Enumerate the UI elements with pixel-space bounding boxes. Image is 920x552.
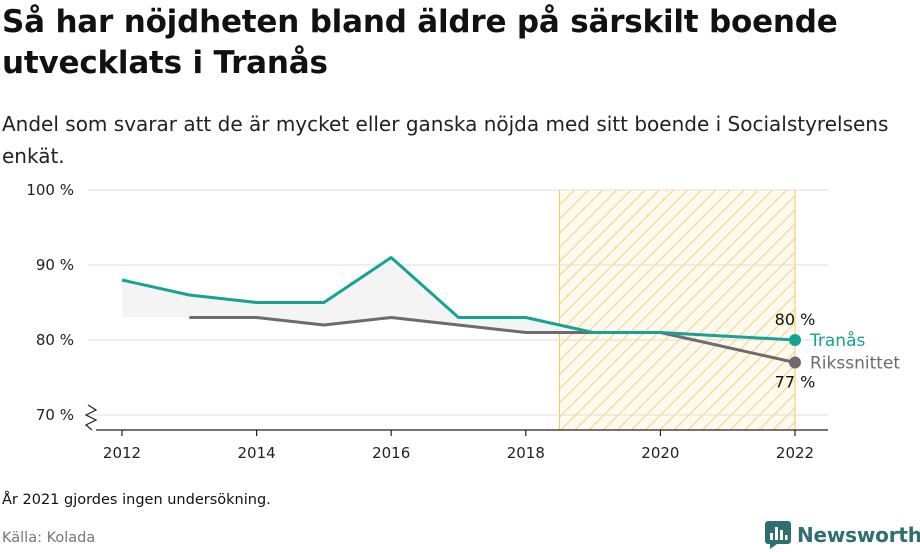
y-tick-label: 80 % [36,331,74,349]
brand-logo: Newsworthy [765,519,920,551]
difference-area [122,257,594,333]
end-marker-tranas [789,334,801,346]
x-tick-label: 2020 [641,444,679,462]
series-line-tranas [121,256,796,342]
brand-name: Newsworthy [797,523,920,547]
x-tick-label: 2022 [776,444,814,462]
footnote: År 2021 gjordes ingen undersökning. [2,492,271,508]
y-tick-label: 70 % [36,406,74,424]
series-label: Tranås [809,330,865,351]
series-label: Rikssnittet [810,354,900,374]
bar-chart-logo-icon [765,521,791,549]
chart-title: Så har nöjdheten bland äldre på särskilt… [2,4,838,81]
line-chart: 100 % 90 % 80 % 70 % 2012 2014 2016 2018 2020 202… [26,181,900,462]
highlight-band [559,190,795,430]
x-tick-label: 2012 [103,444,141,462]
x-tick-label: 2014 [238,444,276,462]
end-marker-rikssnittet [789,356,801,369]
y-tick-label: 90 % [36,256,74,274]
y-tick-label: 100 % [26,181,74,199]
end-value-label: 80 % [775,310,816,329]
end-value-label: 77 % [775,373,816,392]
x-tick-label: 2018 [507,444,545,462]
x-tick-label: 2016 [372,444,410,462]
source-credit: Källa: Kolada [2,530,96,546]
chart-subtitle: Andel som svarar att de är mycket eller … [2,112,889,168]
axis-break-icon [84,404,98,431]
